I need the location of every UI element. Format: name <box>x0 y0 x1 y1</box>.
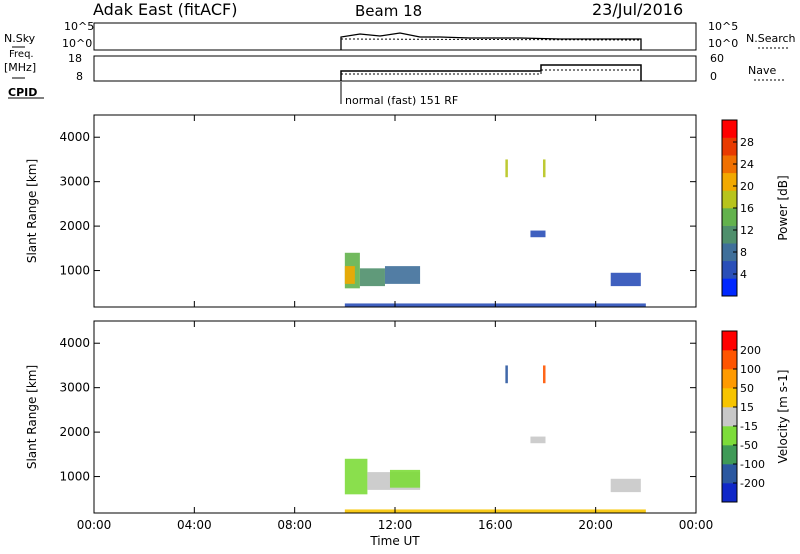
y-axis-label: Slant Range [km] <box>25 159 39 263</box>
y-tick-label: 1000 <box>59 470 90 484</box>
y-tick-label: 4000 <box>59 130 90 144</box>
colorbar-segment <box>722 388 737 408</box>
colorbar-segment <box>722 483 737 503</box>
nsearch-label: N.Search <box>746 32 796 45</box>
colorbar-tick-label: -100 <box>740 458 765 471</box>
y-tick-label: 2000 <box>59 425 90 439</box>
data-cell <box>530 436 546 444</box>
data-cell <box>384 266 421 284</box>
colorbar-frame <box>721 330 738 503</box>
nave-tick-top: 60 <box>710 52 724 65</box>
cpid-value: normal (fast) 151 RF <box>345 94 459 107</box>
power-panel: 4000 3000 2000 1000 Slant Range [km] 28 24 20 16… <box>25 114 790 308</box>
x-tick-label: 08:00 <box>277 518 312 532</box>
colorbar-tick-label: -200 <box>740 477 765 490</box>
x-tick-label: 20:00 <box>578 518 613 532</box>
colorbar-segment <box>722 278 737 297</box>
colorbar-tick-label: -50 <box>740 439 758 452</box>
station-title: Adak East (fitACF) <box>93 0 238 19</box>
noise-tick-bottom: 10^0 <box>62 37 93 50</box>
colorbar-segment <box>722 137 737 156</box>
data-cell <box>542 365 546 384</box>
data-cell <box>542 159 546 178</box>
x-tick-label: 16:00 <box>478 518 513 532</box>
beam-title: Beam 18 <box>355 2 423 20</box>
y-tick-label: 3000 <box>59 175 90 189</box>
x-axis-label: Time UT <box>369 534 420 548</box>
colorbar-segment <box>722 464 737 484</box>
colorbar-segment <box>722 407 737 427</box>
x-tick-label: 04:00 <box>177 518 212 532</box>
data-cell <box>505 365 508 384</box>
colorbar-tick-label: 8 <box>740 246 747 259</box>
colorbar-segment <box>722 331 737 351</box>
colorbar-segment <box>722 172 737 191</box>
x-tick-label: 00:00 <box>679 518 714 532</box>
y-tick-label: 3000 <box>59 381 90 395</box>
freq-tick-top: 18 <box>68 52 82 65</box>
colorbar-tick-label: 100 <box>740 363 761 376</box>
data-cell <box>610 478 641 493</box>
noise-tick-top-right: 10^5 <box>708 20 739 33</box>
x-tick-label: 00:00 <box>77 518 112 532</box>
data-cell <box>344 266 355 284</box>
colorbar-tick-label: 12 <box>740 224 754 237</box>
y-axis-label: Slant Range [km] <box>25 365 39 469</box>
data-cell <box>359 268 385 287</box>
colorbar-segment <box>722 350 737 370</box>
data-cell <box>389 469 421 488</box>
colorbar-segment <box>722 120 737 138</box>
colorbar-tick-label: 24 <box>740 158 754 171</box>
x-tick-label: 12:00 <box>378 518 413 532</box>
y-tick-label: 4000 <box>59 336 90 350</box>
cpid-label: CPID <box>8 86 38 99</box>
colorbar-segment <box>722 155 737 174</box>
nave-trace <box>341 69 641 75</box>
colorbar-tick-label: 28 <box>740 136 754 149</box>
y-tick-label: 1000 <box>59 264 90 278</box>
noise-sky-trace <box>340 32 642 50</box>
freq-tick-bottom: 8 <box>76 70 83 83</box>
noise-tick-bottom-right: 10^0 <box>708 37 739 50</box>
colorbar-segment <box>722 445 737 465</box>
colorbar-tick-label: 20 <box>740 180 754 193</box>
colorbar-tick-label: 15 <box>740 401 754 414</box>
freq-strip-frame <box>93 55 697 82</box>
colorbar-label: Power [dB] <box>776 175 790 240</box>
colorbar-segment <box>722 190 737 209</box>
colorbar-tick-label: 200 <box>740 344 761 357</box>
colorbar-segment <box>722 208 737 226</box>
colorbar-tick-label: 4 <box>740 268 747 281</box>
colorbar-tick-label: -15 <box>740 420 758 433</box>
data-cell <box>344 458 368 495</box>
y-tick-label: 2000 <box>59 219 90 233</box>
nave-tick-bottom: 0 <box>710 70 717 83</box>
freq-unit-label: [MHz] <box>4 61 37 74</box>
colorbar-segment <box>722 225 737 244</box>
colorbar-segment <box>722 260 737 279</box>
nave-label: Nave <box>748 64 777 77</box>
colorbar-segment <box>722 426 737 446</box>
date-title: 23/Jul/2016 <box>592 0 684 19</box>
noise-strip-frame <box>93 22 697 51</box>
velocity-panel: 00:00 04:00 08:00 12:00 16:00 20:00 00:00 4000 3… <box>25 320 790 548</box>
freq-label: Freq. <box>9 49 34 60</box>
colorbar-segment <box>722 369 737 389</box>
freq-trace <box>340 64 642 81</box>
colorbar-segment <box>722 243 737 262</box>
colorbar-label: Velocity [m s-1] <box>776 370 790 464</box>
nsky-label: N.Sky <box>4 32 36 45</box>
colorbar-tick-label: 16 <box>740 202 754 215</box>
colorbar-tick-label: 50 <box>740 382 754 395</box>
noise-tick-top: 10^5 <box>64 20 95 33</box>
data-cell <box>530 230 546 238</box>
data-cell <box>505 159 508 178</box>
data-cell <box>610 272 641 287</box>
